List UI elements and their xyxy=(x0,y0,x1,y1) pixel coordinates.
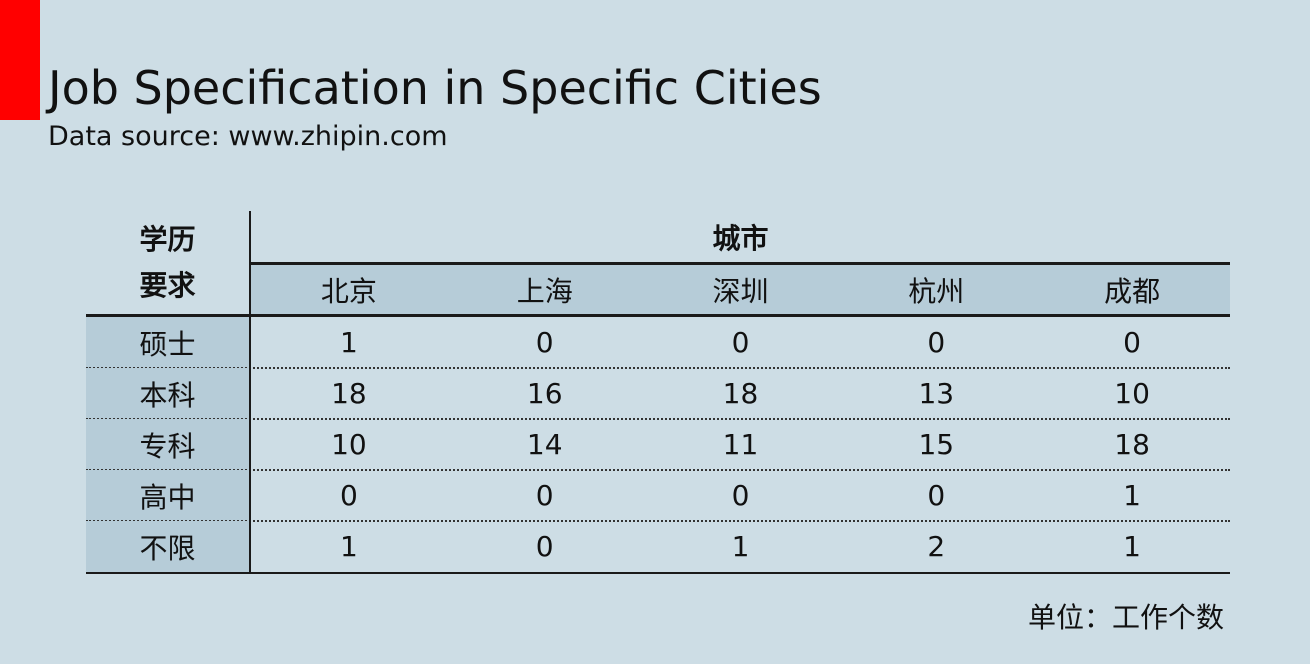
row-separator xyxy=(86,367,1230,369)
table-cell: 0 xyxy=(731,326,750,359)
table-row: 专科 10 14 11 15 18 xyxy=(86,419,1230,470)
table-row: 硕士 1 0 0 0 0 xyxy=(86,317,1230,368)
corner-header: 学历 要求 xyxy=(86,211,249,315)
table-cell: 18 xyxy=(331,377,367,410)
table-cell: 10 xyxy=(331,428,367,461)
row-header: 本科 xyxy=(86,368,249,419)
table-cell: 0 xyxy=(535,326,554,359)
corner-header-line-2: 要求 xyxy=(139,269,196,302)
table-cell: 0 xyxy=(731,479,750,512)
data-table: 学历 要求 城市 北京 上海 深圳 杭州 成都 硕士 1 0 0 0 0 本科 18 16 18 13 10 专… xyxy=(86,211,1230,574)
table-cell: 1 xyxy=(339,326,358,359)
table-cell: 14 xyxy=(526,428,563,461)
row-header: 专科 xyxy=(86,419,249,470)
table-cell: 0 xyxy=(927,326,946,359)
table-cell: 0 xyxy=(1123,326,1141,359)
accent-bar xyxy=(0,0,40,120)
table-cell: 0 xyxy=(339,479,358,512)
table-cell: 2 xyxy=(927,530,946,563)
table-bottom-rule xyxy=(86,572,1230,574)
row-separator xyxy=(86,418,1230,420)
table-cell: 15 xyxy=(918,428,955,461)
column-header: 上海 xyxy=(516,275,573,308)
header-bottom-rule xyxy=(86,314,1230,317)
table-body: 硕士 1 0 0 0 0 本科 18 16 18 13 10 专科 10 14 11 15 18 高中 0 0 0 0 1 不限… xyxy=(86,317,1230,572)
column-header: 成都 xyxy=(1104,275,1161,308)
column-header: 北京 xyxy=(320,275,377,308)
column-header: 杭州 xyxy=(908,275,965,308)
table-row: 不限 1 0 1 2 1 xyxy=(86,521,1230,572)
table-cell: 0 xyxy=(927,479,946,512)
table-cell: 1 xyxy=(731,530,750,563)
table-cell: 0 xyxy=(535,530,554,563)
row-header: 硕士 xyxy=(86,317,249,368)
row-header: 高中 xyxy=(86,470,249,521)
table-cell: 11 xyxy=(722,428,759,461)
table-cell: 10 xyxy=(1114,377,1150,410)
table-row: 本科 18 16 18 13 10 xyxy=(86,368,1230,419)
row-header-divider xyxy=(249,211,251,574)
table-cell: 16 xyxy=(526,377,563,410)
table-cell: 1 xyxy=(1123,530,1141,563)
table-cell: 18 xyxy=(722,377,759,410)
unit-note: 单位：工作个数 xyxy=(1027,601,1224,634)
row-separator xyxy=(86,469,1230,471)
table-row: 高中 0 0 0 0 1 xyxy=(86,470,1230,521)
table-cell: 13 xyxy=(918,377,955,410)
chart-title: Job Specification in Specific Cities xyxy=(48,61,822,115)
row-header: 不限 xyxy=(86,521,249,572)
group-header: 城市 xyxy=(712,222,769,255)
header-divider xyxy=(251,262,1230,265)
column-header-row: 北京 上海 深圳 杭州 成都 xyxy=(251,265,1230,315)
chart-subtitle: Data source: www.zhipin.com xyxy=(48,121,448,152)
table-cell: 0 xyxy=(535,479,554,512)
row-separator xyxy=(86,520,1230,522)
table-cell: 18 xyxy=(1114,428,1150,461)
corner-header-line-1: 学历 xyxy=(139,223,196,256)
table-cell: 1 xyxy=(339,530,358,563)
table-cell: 1 xyxy=(1123,479,1141,512)
column-header: 深圳 xyxy=(712,275,769,308)
